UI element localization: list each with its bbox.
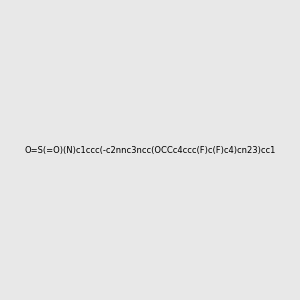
Text: O=S(=O)(N)c1ccc(-c2nnc3ncc(OCCc4ccc(F)c(F)c4)cn23)cc1: O=S(=O)(N)c1ccc(-c2nnc3ncc(OCCc4ccc(F)c(… [24,146,276,154]
